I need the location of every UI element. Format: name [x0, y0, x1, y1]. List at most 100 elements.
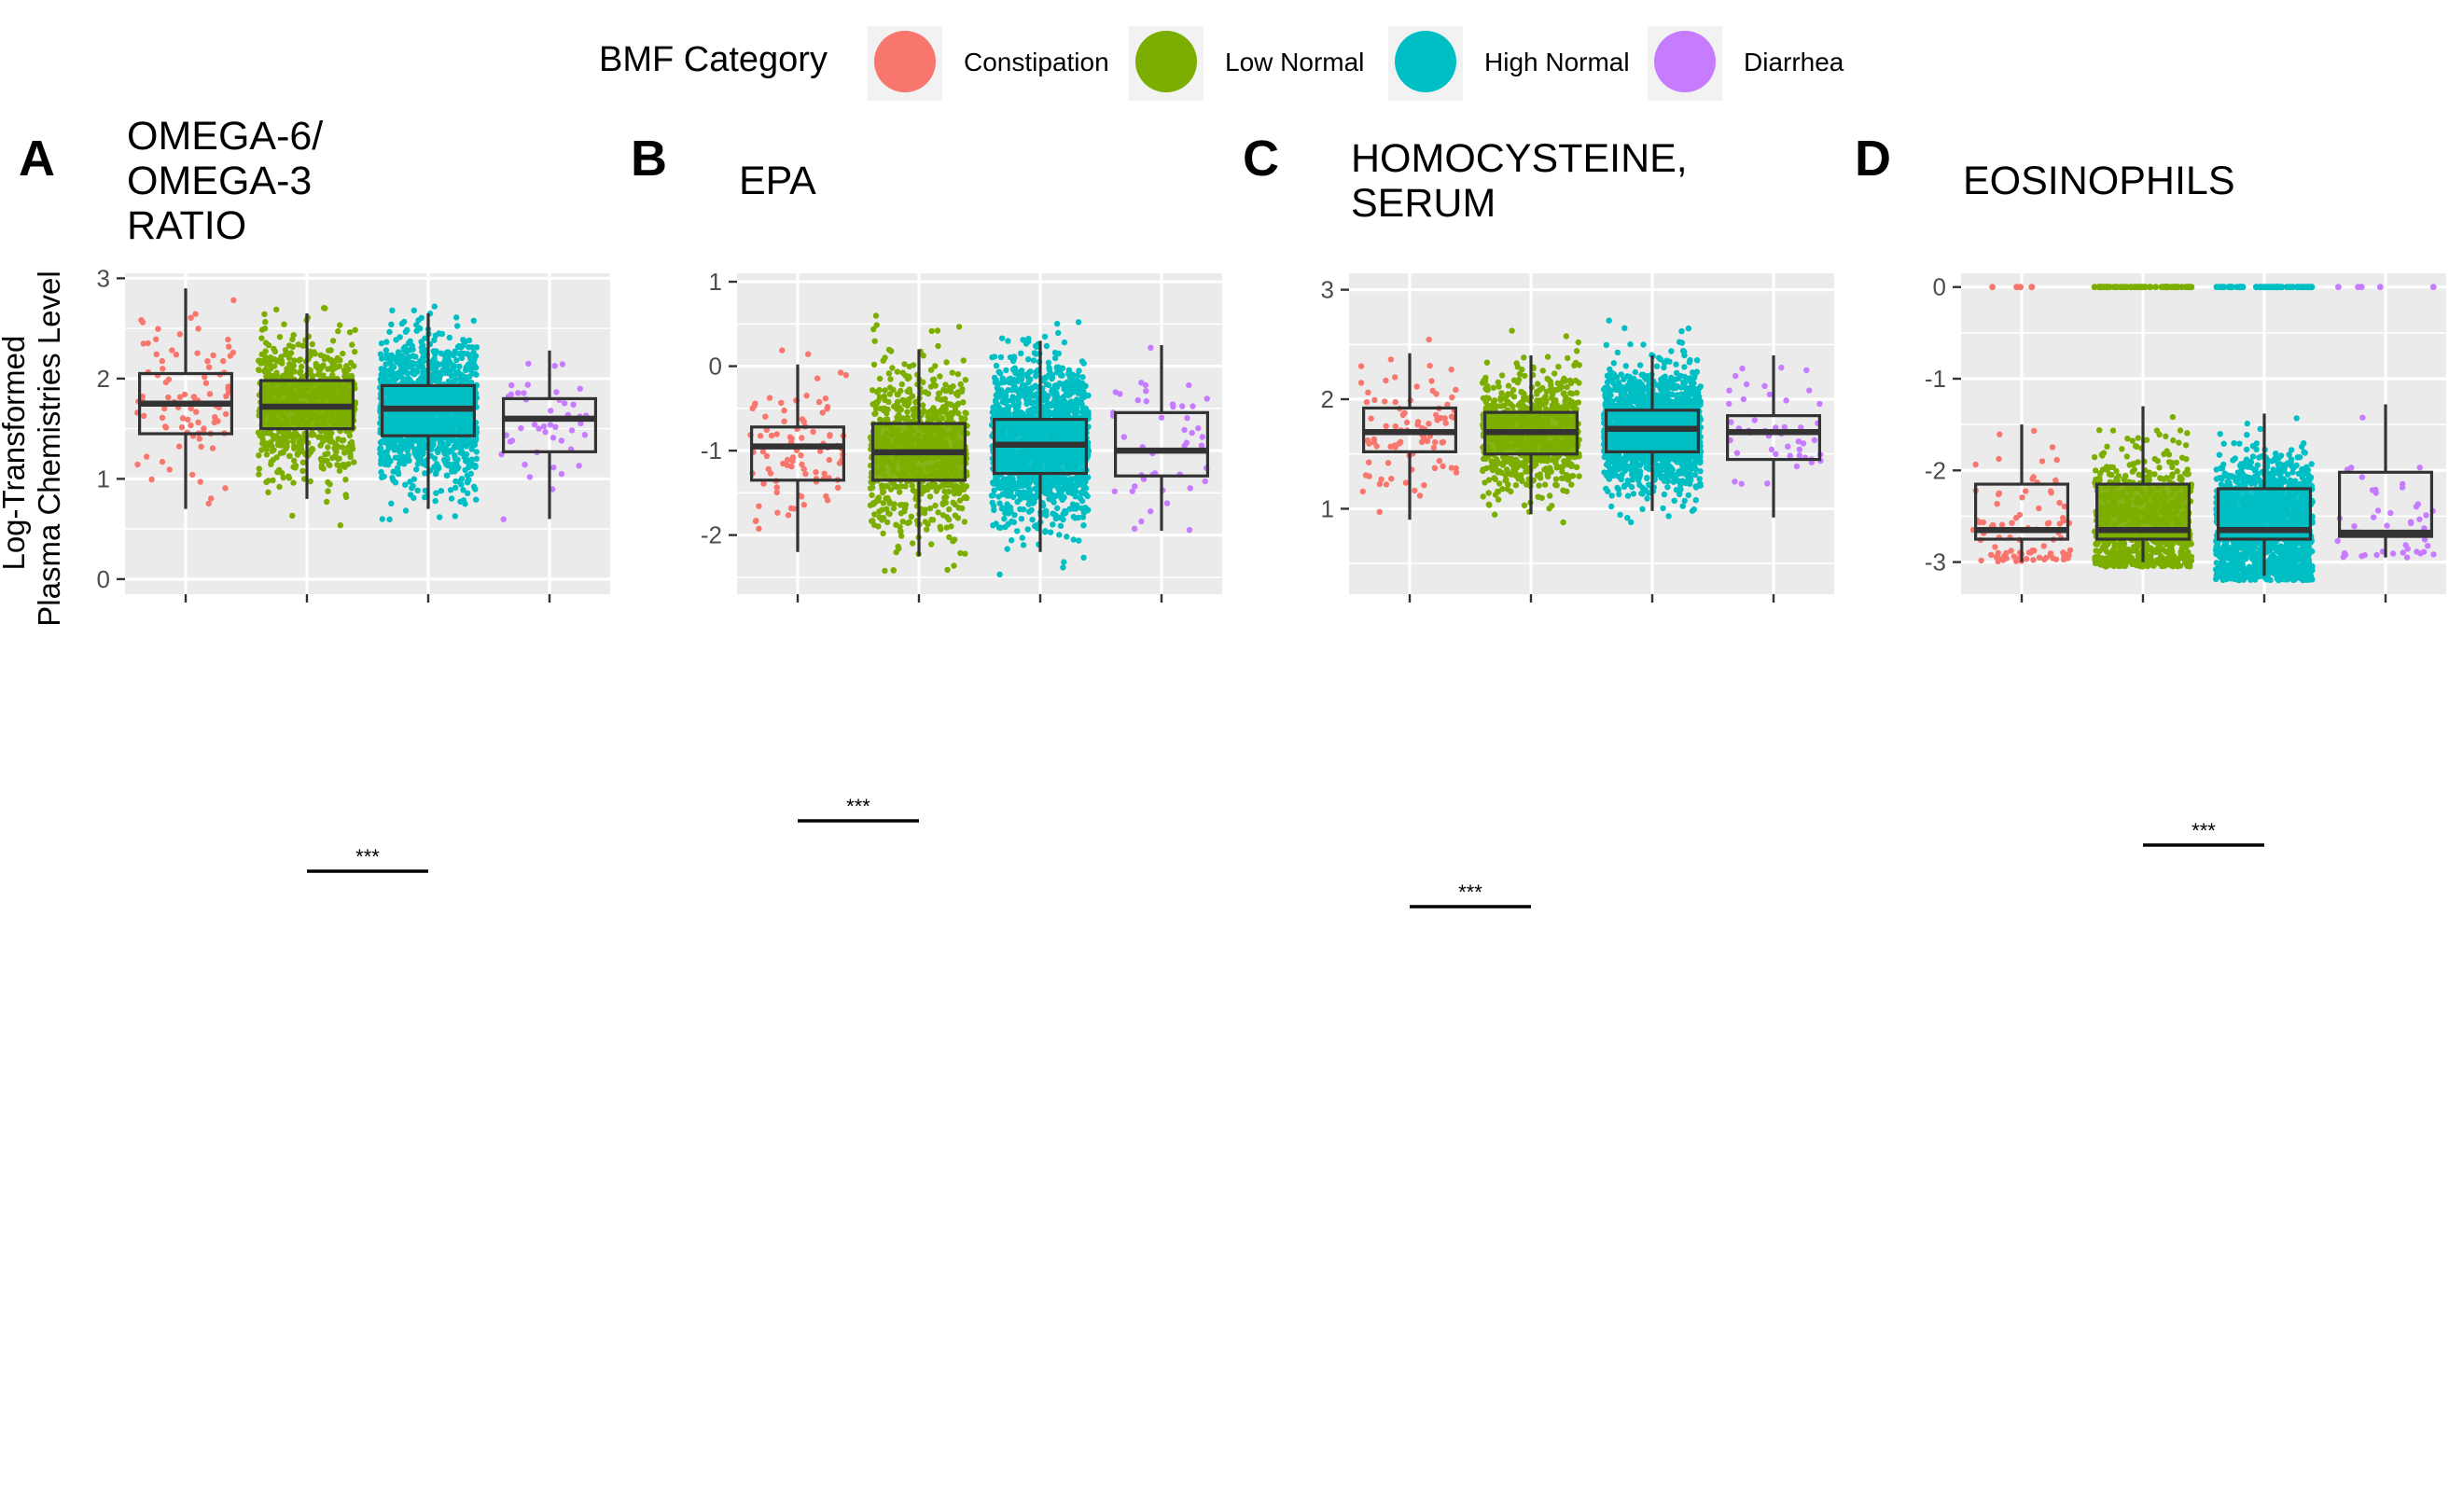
point-low-normal: [335, 327, 341, 335]
point-constipation: [215, 418, 221, 424]
point-high-normal: [1084, 492, 1091, 500]
point-constipation: [1373, 443, 1380, 450]
point-high-normal: [1082, 407, 1089, 413]
point-constipation: [1430, 444, 1438, 451]
point-low-normal: [961, 494, 967, 501]
point-low-normal: [336, 467, 343, 474]
point-diarrhea: [550, 465, 557, 471]
panel-tag: C: [1243, 131, 1279, 187]
point-low-normal: [933, 414, 939, 422]
point-high-normal: [1018, 516, 1025, 522]
point-high-normal: [388, 321, 395, 327]
point-diarrhea: [531, 422, 538, 428]
point-constipation: [1371, 396, 1378, 404]
point-low-normal: [271, 447, 277, 453]
point-high-normal: [1050, 521, 1056, 528]
point-low-normal: [273, 433, 280, 439]
point-low-normal: [280, 450, 286, 456]
point-constipation: [768, 432, 775, 439]
point-high-normal: [389, 307, 396, 313]
point-high-normal: [388, 352, 395, 358]
point-high-normal: [1058, 488, 1065, 494]
point-high-normal: [1042, 507, 1050, 514]
legend-entry-constipation: Constipation: [868, 26, 1109, 101]
point-constipation: [1414, 419, 1422, 425]
point-high-normal: [453, 314, 460, 321]
point-constipation: [815, 398, 823, 406]
point-high-normal: [1020, 542, 1027, 548]
point-high-normal: [378, 457, 384, 464]
y-tick-label: 2: [1321, 385, 1334, 413]
point-high-normal: [1070, 536, 1077, 543]
point-high-normal: [1032, 342, 1039, 350]
point-low-normal: [325, 479, 331, 486]
point-high-normal: [1026, 368, 1033, 376]
point-low-normal: [347, 451, 354, 457]
point-low-normal: [935, 390, 942, 397]
point-high-normal: [432, 470, 439, 478]
point-constipation: [1385, 460, 1392, 466]
point-high-normal: [383, 371, 390, 378]
point-high-normal: [383, 347, 390, 354]
point-low-normal: [929, 517, 937, 523]
point-high-normal: [1061, 384, 1068, 392]
point-high-normal: [410, 494, 417, 502]
point-high-normal: [1056, 532, 1063, 538]
legend-entries: Constipation Low Normal High Normal Diarrhe…: [868, 26, 1844, 101]
point-high-normal: [462, 466, 468, 474]
point-low-normal: [276, 334, 284, 340]
point-high-normal: [450, 352, 457, 359]
point-constipation: [205, 500, 212, 507]
point-constipation: [837, 369, 844, 376]
point-constipation: [188, 422, 194, 429]
point-constipation: [798, 451, 804, 459]
point-low-normal: [884, 519, 891, 526]
point-low-normal: [1559, 468, 1565, 475]
point-low-normal: [346, 329, 354, 336]
point-low-normal: [287, 350, 295, 356]
point-diarrhea: [1111, 488, 1119, 494]
point-high-normal: [1046, 411, 1053, 419]
point-low-normal: [1568, 481, 1575, 488]
point-diarrhea: [524, 381, 531, 388]
point-low-normal: [294, 451, 301, 458]
point-low-normal: [295, 341, 301, 348]
point-high-normal: [433, 490, 439, 496]
point-constipation: [1392, 423, 1399, 430]
point-high-normal: [385, 445, 392, 451]
point-low-normal: [928, 541, 935, 548]
point-low-normal: [317, 352, 324, 358]
point-constipation: [1448, 413, 1455, 420]
point-constipation: [194, 350, 201, 356]
point-constipation: [197, 479, 203, 485]
point-constipation: [756, 525, 762, 532]
point-constipation: [1448, 367, 1454, 373]
point-constipation: [205, 364, 213, 370]
point-low-normal: [265, 441, 271, 448]
point-high-normal: [415, 377, 423, 384]
point-high-normal: [1051, 354, 1059, 362]
point-high-normal: [993, 379, 999, 385]
point-low-normal: [938, 482, 945, 490]
point-high-normal: [444, 455, 451, 462]
point-low-normal: [271, 355, 277, 363]
point-low-normal: [289, 336, 296, 343]
point-low-normal: [886, 498, 893, 505]
point-high-normal: [1079, 374, 1086, 381]
point-constipation: [1440, 438, 1447, 446]
point-low-normal: [342, 493, 350, 501]
point-high-normal: [1085, 392, 1092, 399]
point-low-normal: [955, 324, 963, 330]
point-constipation: [208, 495, 215, 502]
point-high-normal: [444, 349, 452, 355]
point-low-normal: [299, 342, 306, 349]
y-tick-label: 3: [97, 264, 110, 292]
point-low-normal: [886, 510, 893, 518]
point-low-normal: [334, 354, 341, 362]
point-high-normal: [418, 314, 424, 321]
point-constipation: [220, 357, 227, 365]
point-diarrhea: [1187, 485, 1193, 492]
point-diarrhea: [551, 363, 558, 369]
point-constipation: [765, 465, 772, 472]
point-high-normal: [1063, 392, 1069, 398]
